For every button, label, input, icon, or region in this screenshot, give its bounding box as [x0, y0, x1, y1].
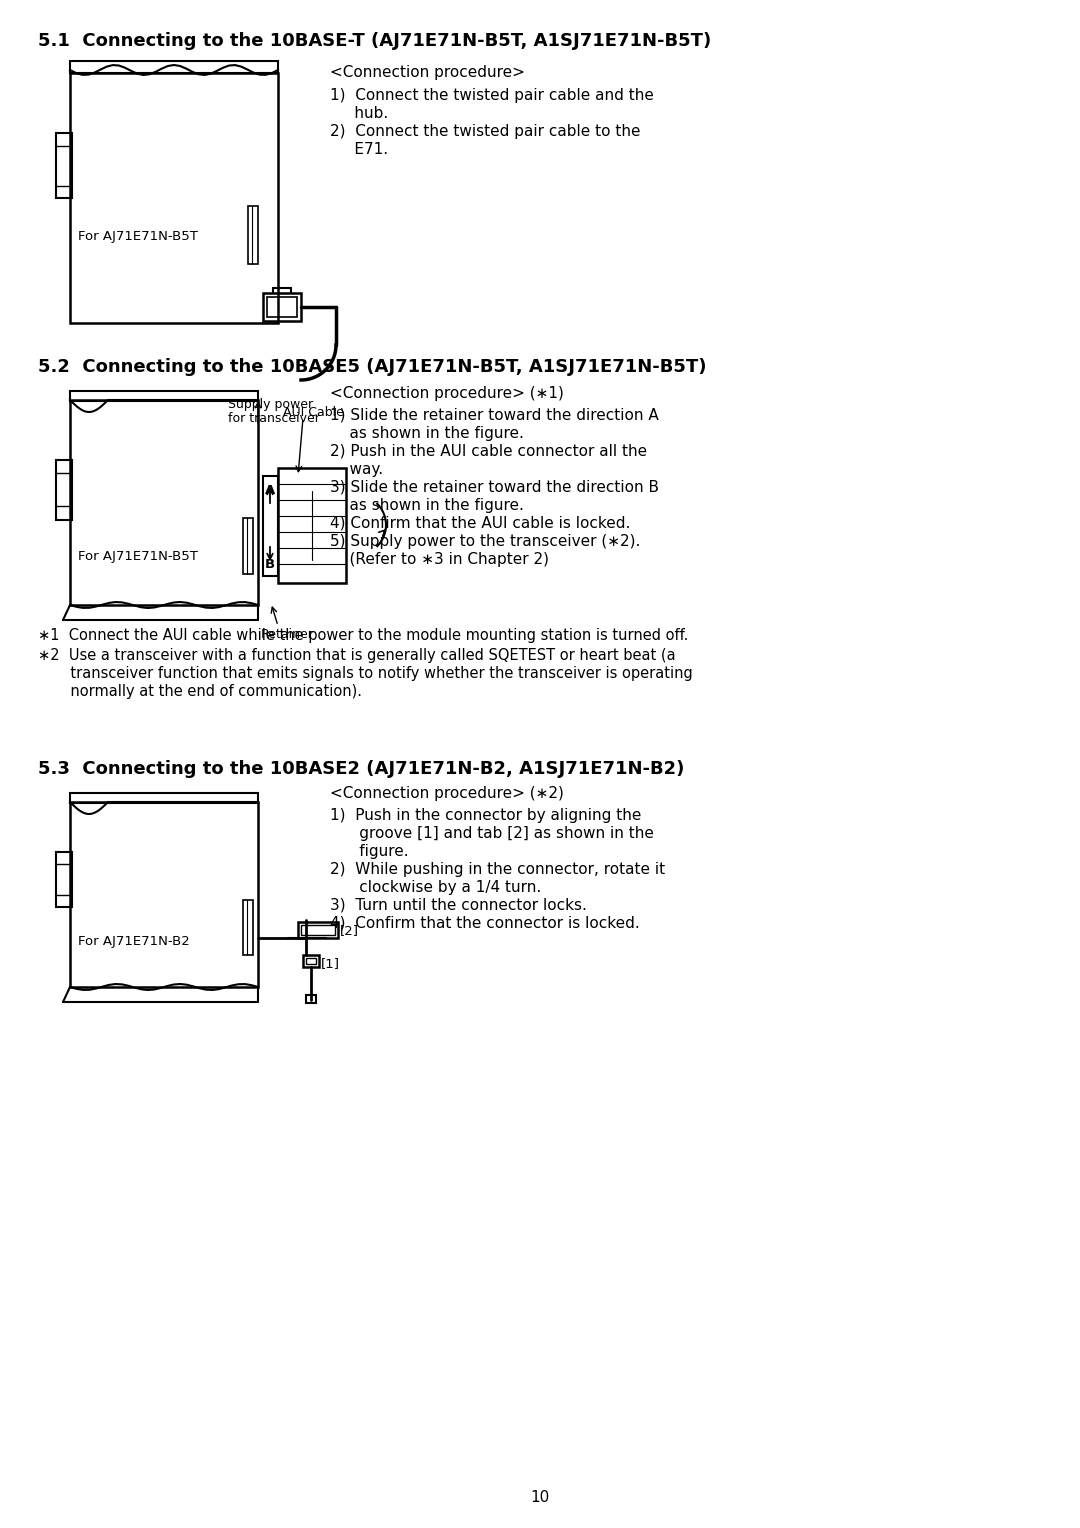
Text: ∗1  Connect the AUI cable while the power to the module mounting station is turn: ∗1 Connect the AUI cable while the power…	[38, 628, 688, 643]
Text: 2)  Connect the twisted pair cable to the: 2) Connect the twisted pair cable to the	[330, 124, 640, 139]
Bar	[303, 955, 319, 967]
Bar	[248, 206, 258, 264]
Text: (Refer to ∗3 in Chapter 2): (Refer to ∗3 in Chapter 2)	[330, 552, 549, 567]
Bar	[70, 73, 278, 322]
Text: 5.2  Connecting to the 10BASE5 (AJ71E71N-B5T, A1SJ71E71N-B5T): 5.2 Connecting to the 10BASE5 (AJ71E71N-…	[38, 358, 706, 376]
Text: 1)  Push in the connector by aligning the: 1) Push in the connector by aligning the	[330, 808, 642, 824]
Bar	[306, 995, 316, 1002]
Text: 3) Slide the retainer toward the direction B: 3) Slide the retainer toward the directi…	[330, 480, 659, 495]
Text: 1)  Connect the twisted pair cable and the: 1) Connect the twisted pair cable and th…	[330, 89, 653, 102]
Text: E71.: E71.	[330, 142, 388, 157]
Text: 10: 10	[530, 1490, 550, 1505]
Text: way.: way.	[330, 461, 383, 477]
Bar	[267, 296, 297, 316]
Text: For AJ71E71N-B2: For AJ71E71N-B2	[78, 935, 190, 947]
Text: [2]: [2]	[340, 924, 359, 937]
Text: figure.: figure.	[330, 843, 408, 859]
Text: For AJ71E71N-B5T: For AJ71E71N-B5T	[78, 550, 198, 562]
Text: ∗2  Use a transceiver with a function that is generally called SQETEST or heart : ∗2 Use a transceiver with a function tha…	[38, 648, 676, 663]
Text: clockwise by a 1/4 turn.: clockwise by a 1/4 turn.	[330, 880, 541, 895]
Text: B: B	[265, 558, 275, 571]
Text: groove [1] and tab [2] as shown in the: groove [1] and tab [2] as shown in the	[330, 827, 653, 840]
Bar	[56, 853, 72, 908]
Text: <Connection procedure> (∗1): <Connection procedure> (∗1)	[330, 387, 564, 400]
Bar	[264, 293, 301, 321]
Text: 1) Slide the retainer toward the direction A: 1) Slide the retainer toward the directi…	[330, 408, 659, 423]
Text: for transceiver: for transceiver	[228, 413, 320, 425]
Text: [1]: [1]	[321, 957, 340, 970]
Text: 4)  Confirm that the connector is locked.: 4) Confirm that the connector is locked.	[330, 915, 639, 931]
Bar	[70, 802, 258, 987]
Bar	[56, 460, 72, 520]
Bar	[298, 921, 338, 938]
Text: Retainer: Retainer	[261, 628, 314, 642]
Text: 4) Confirm that the AUI cable is locked.: 4) Confirm that the AUI cable is locked.	[330, 516, 631, 532]
Text: as shown in the figure.: as shown in the figure.	[330, 426, 524, 442]
Bar	[243, 518, 253, 575]
Bar	[243, 900, 253, 955]
Bar	[56, 133, 72, 199]
Text: 2)  While pushing in the connector, rotate it: 2) While pushing in the connector, rotat…	[330, 862, 665, 877]
Bar	[264, 477, 278, 576]
Text: <Connection procedure> (∗2): <Connection procedure> (∗2)	[330, 785, 564, 801]
Text: normally at the end of communication).: normally at the end of communication).	[38, 685, 362, 698]
Text: A: A	[265, 484, 275, 497]
Bar	[70, 793, 258, 804]
Text: 5.1  Connecting to the 10BASE-T (AJ71E71N-B5T, A1SJ71E71N-B5T): 5.1 Connecting to the 10BASE-T (AJ71E71N…	[38, 32, 712, 50]
Text: 2) Push in the AUI cable connector all the: 2) Push in the AUI cable connector all t…	[330, 445, 647, 458]
Text: 5.3  Connecting to the 10BASE2 (AJ71E71N-B2, A1SJ71E71N-B2): 5.3 Connecting to the 10BASE2 (AJ71E71N-…	[38, 759, 685, 778]
Text: For AJ71E71N-B5T: For AJ71E71N-B5T	[78, 231, 198, 243]
Bar	[70, 61, 278, 73]
Text: hub.: hub.	[330, 105, 388, 121]
Text: transceiver function that emits signals to notify whether the transceiver is ope: transceiver function that emits signals …	[38, 666, 692, 681]
Text: <Connection procedure>: <Connection procedure>	[330, 66, 525, 79]
Bar	[70, 391, 258, 400]
Bar	[70, 400, 258, 605]
Text: 5) Supply power to the transceiver (∗2).: 5) Supply power to the transceiver (∗2).	[330, 533, 640, 549]
Bar	[306, 958, 316, 964]
Bar	[301, 924, 335, 935]
Text: as shown in the figure.: as shown in the figure.	[330, 498, 524, 513]
Text: AUI Cable: AUI Cable	[283, 406, 343, 419]
Text: Supply power: Supply power	[228, 397, 313, 411]
Text: 3)  Turn until the connector locks.: 3) Turn until the connector locks.	[330, 898, 586, 914]
Bar	[278, 468, 346, 584]
